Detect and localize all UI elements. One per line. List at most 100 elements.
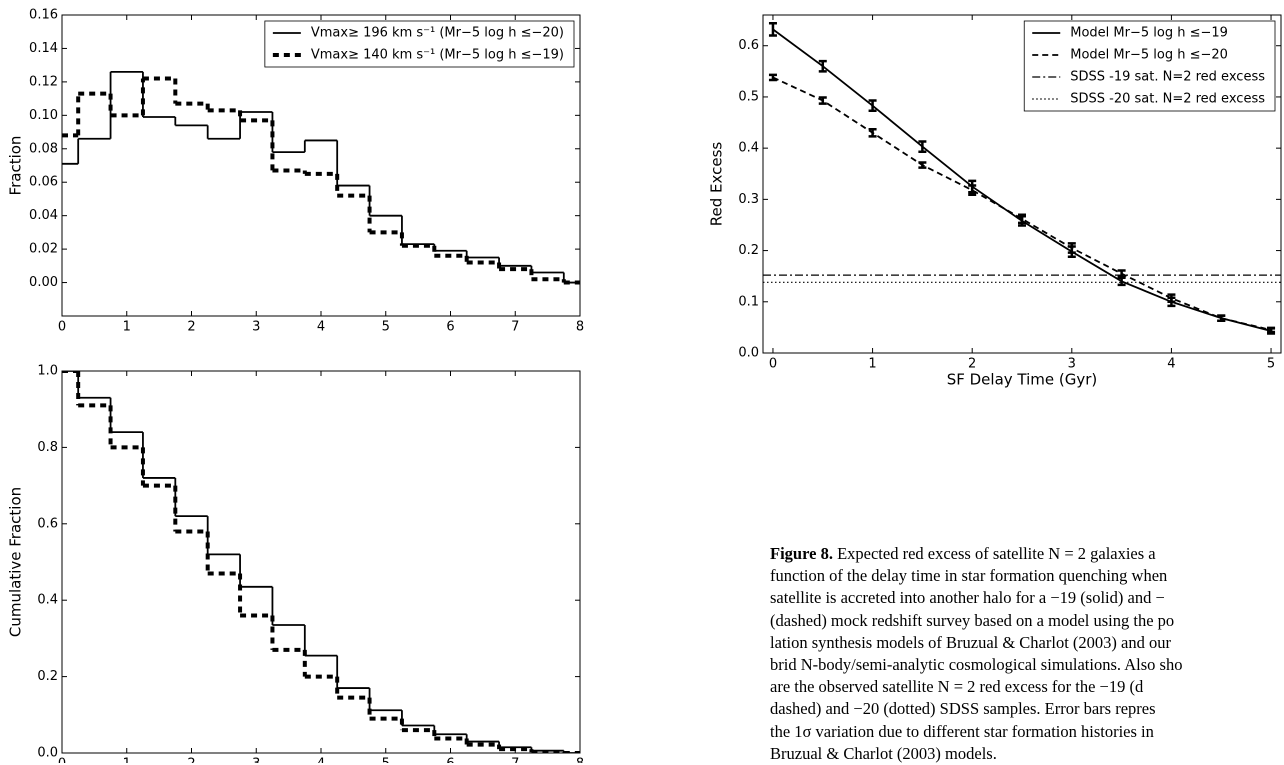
caption-line: dashed) and −20 (dotted) SDSS samples. E… <box>770 698 1284 720</box>
error-bar <box>1117 269 1126 278</box>
axes-frame <box>61 14 581 317</box>
y-tick-label: 0.02 <box>29 242 58 257</box>
y-tick-label: 0.5 <box>738 89 759 104</box>
error-bar <box>1217 314 1226 322</box>
series-line <box>772 76 1272 331</box>
caption-line: satellite is accreted into another halo … <box>770 587 1284 609</box>
y-tick-label: 0.0 <box>738 346 759 361</box>
caption-text: lation synthesis models of Bruzual & Cha… <box>770 632 1171 652</box>
plot-area <box>62 70 580 285</box>
x-tick-label: 2 <box>968 357 976 372</box>
legend-label: SDSS -19 sat. N=2 red excess <box>1070 70 1265 85</box>
legend-box <box>1023 20 1276 112</box>
caption-text: brid N-body/semi-analytic cosmological s… <box>770 655 1183 675</box>
error-bar <box>1067 242 1076 254</box>
error-bar <box>918 161 927 169</box>
y-axis-title: Cumulative Fraction <box>7 487 25 637</box>
y-tick-label: 0.00 <box>29 275 58 290</box>
caption-line: the 1σ variation due to different star f… <box>770 721 1284 743</box>
y-axis-title: Red Excess <box>708 142 726 227</box>
caption-line: Figure 8. Expected red excess of satelli… <box>770 543 1284 565</box>
x-tick-label: 2 <box>187 757 195 764</box>
y-tick-label: 0.1 <box>738 294 759 309</box>
y-tick-label: 0.10 <box>29 108 58 123</box>
caption-text: the 1σ variation due to different star f… <box>770 721 1154 741</box>
error-bar <box>968 184 977 197</box>
caption-line: (dashed) mock redshift survey based on a… <box>770 610 1284 632</box>
x-tick-label: 7 <box>511 757 519 764</box>
y-tick-label: 0.08 <box>29 141 58 156</box>
legend-label: SDSS -20 sat. N=2 red excess <box>1070 92 1265 107</box>
y-tick-label: 0.14 <box>29 41 58 56</box>
x-tick-label: 8 <box>576 320 584 335</box>
plot-area <box>62 371 580 753</box>
x-tick-label: 5 <box>382 320 390 335</box>
y-tick-label: 0.16 <box>29 8 58 23</box>
error-bar <box>918 140 927 153</box>
x-tick-label: 4 <box>317 320 325 335</box>
caption-line: lation synthesis models of Bruzual & Cha… <box>770 632 1284 654</box>
y-tick-label: 0.6 <box>738 38 759 53</box>
error-bar <box>768 21 777 37</box>
error-bar <box>818 59 827 73</box>
caption-text: function of the delay time in star forma… <box>770 566 1168 586</box>
y-tick-label: 0.2 <box>738 243 759 258</box>
x-tick-label: 5 <box>1267 357 1275 372</box>
error-bar <box>768 73 777 82</box>
y-tick-label: 0.3 <box>738 192 759 207</box>
y-axis-title: Fraction <box>7 136 25 196</box>
y-tick-label: 0.4 <box>37 593 58 608</box>
axes-frame <box>762 14 1282 354</box>
y-tick-label: 0.8 <box>37 440 58 455</box>
legend: Model Mr−5 log h ≤−19 Model Mr−5 log h ≤−… <box>1023 20 1276 112</box>
caption-text: dashed) and −20 (dotted) SDSS samples. E… <box>770 699 1156 719</box>
caption-line: brid N-body/semi-analytic cosmological s… <box>770 654 1284 676</box>
error-bar <box>1167 293 1176 304</box>
caption-text: Bruzual & Charlot (2003) models. <box>770 743 997 763</box>
y-tick-label: 1.0 <box>37 364 58 379</box>
x-tick-label: 3 <box>252 320 260 335</box>
caption-text: Expected red excess of satellite N = 2 g… <box>837 544 1156 563</box>
y-tick-label: 0.6 <box>37 516 58 531</box>
error-bar <box>868 99 877 113</box>
x-tick-label: 0 <box>58 757 66 764</box>
y-tick-label: 0.0 <box>37 746 58 761</box>
caption-text: (dashed) mock redshift survey based on a… <box>770 610 1175 630</box>
y-tick-label: 0.12 <box>29 74 58 89</box>
error-bar <box>1018 213 1026 225</box>
error-bar <box>868 127 877 138</box>
x-tick-label: 6 <box>446 320 454 335</box>
x-tick-label: 2 <box>187 320 195 335</box>
legend: Vmax≥ 196 km s⁻¹ (Mr−5 log h ≤−20) Vmax≥ … <box>264 20 575 68</box>
y-tick-label: 0.06 <box>29 175 58 190</box>
x-tick-label: 7 <box>511 320 519 335</box>
y-tick-label: 0.4 <box>738 141 759 156</box>
x-tick-label: 1 <box>123 320 131 335</box>
x-tick-label: 1 <box>868 357 876 372</box>
caption-label: Figure 8. <box>770 544 833 563</box>
legend-label: Vmax≥ 140 km s⁻¹ (Mr−5 log h ≤−19) <box>311 48 564 63</box>
x-tick-label: 3 <box>252 757 260 764</box>
error-bar <box>1117 276 1126 287</box>
caption-text: are the observed satellite N = 2 red exc… <box>770 677 1144 697</box>
x-tick-label: 8 <box>576 757 584 764</box>
error-bar <box>1267 326 1276 334</box>
x-tick-label: 4 <box>317 757 325 764</box>
legend-label: Model Mr−5 log h ≤−19 <box>1070 26 1228 41</box>
x-tick-label: 1 <box>123 757 131 764</box>
legend-label: Vmax≥ 196 km s⁻¹ (Mr−5 log h ≤−20) <box>311 26 564 41</box>
caption: Figure 8. Expected red excess of satelli… <box>770 543 1284 765</box>
x-tick-label: 3 <box>1068 357 1076 372</box>
legend-label: Model Mr−5 log h ≤−20 <box>1070 48 1228 63</box>
y-tick-label: 0.2 <box>37 669 58 684</box>
x-axis-title: SF Delay Time (Gyr) <box>947 371 1098 389</box>
caption-text: satellite is accreted into another halo … <box>770 588 1165 608</box>
caption-line: are the observed satellite N = 2 red exc… <box>770 676 1284 698</box>
error-bar <box>818 96 827 105</box>
plot-area <box>763 21 1281 335</box>
axes-frame <box>61 370 581 754</box>
x-tick-label: 6 <box>446 757 454 764</box>
legend-box <box>264 20 575 68</box>
